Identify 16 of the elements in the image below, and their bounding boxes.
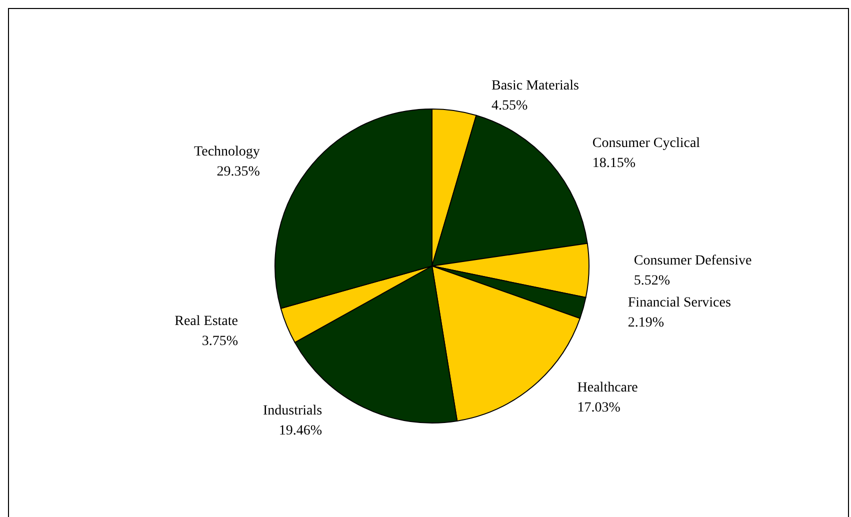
- data-label: 3.75%: [202, 334, 238, 350]
- slice-label: Industrials: [263, 403, 322, 418]
- slice-label: Healthcare: [577, 380, 638, 396]
- data-label: 2.19%: [628, 315, 664, 330]
- data-label: 29.35%: [216, 164, 260, 180]
- slice-label: Consumer Defensive: [634, 253, 752, 268]
- data-label: 19.46%: [278, 423, 322, 438]
- slice-label: Consumer Cyclical: [592, 136, 700, 151]
- slice-label: Financial Services: [628, 295, 731, 310]
- slice-label: Real Estate: [174, 314, 238, 330]
- data-label: 18.15%: [592, 156, 636, 171]
- slice-label: Basic Materials: [492, 78, 579, 94]
- data-label: 4.55%: [492, 98, 528, 114]
- data-label: 17.03%: [577, 400, 621, 416]
- data-label: 5.52%: [634, 273, 670, 288]
- slice-label: Technology: [194, 144, 260, 160]
